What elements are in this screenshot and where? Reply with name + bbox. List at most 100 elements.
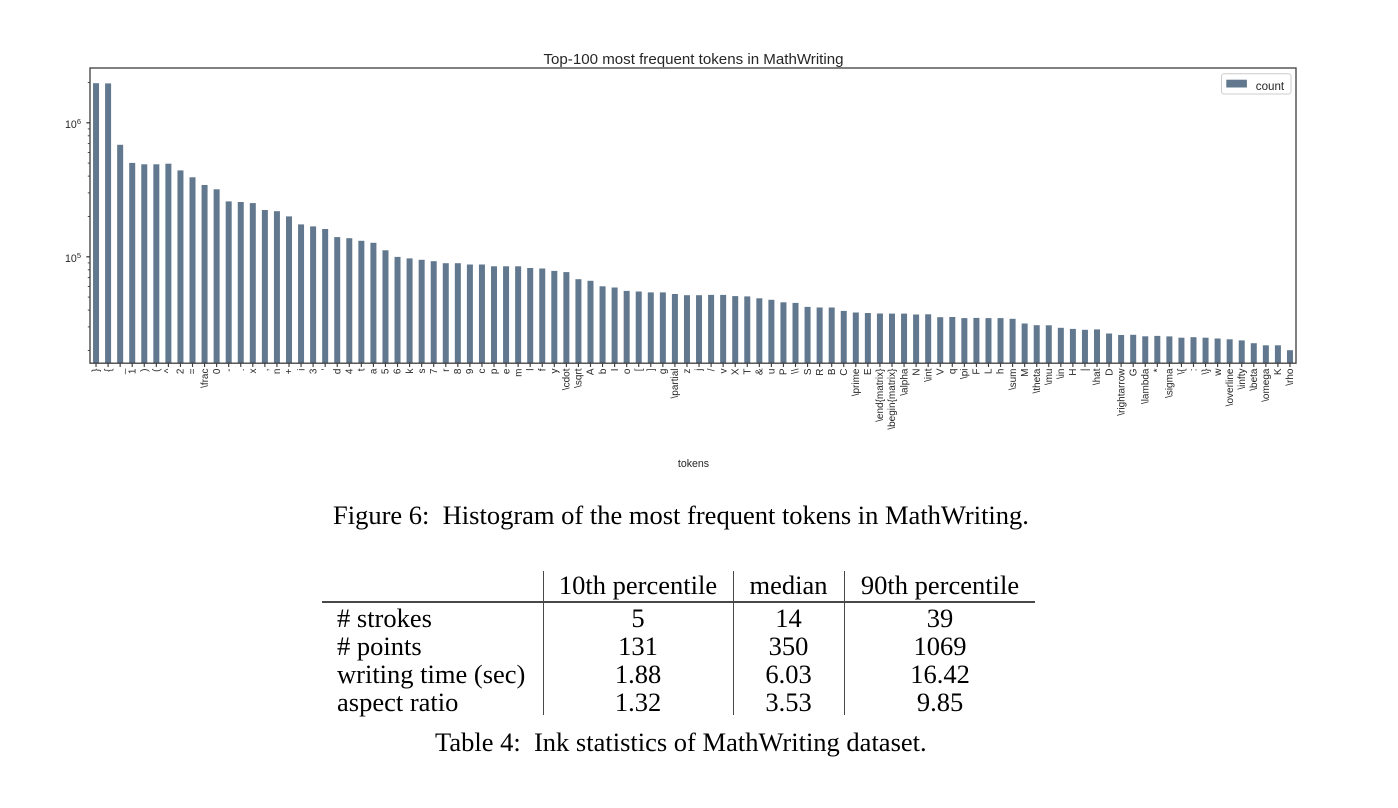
svg-text:&: & bbox=[755, 368, 766, 375]
svg-text:g: g bbox=[658, 369, 669, 375]
svg-text:}: } bbox=[91, 368, 102, 372]
svg-text:-: - bbox=[224, 369, 235, 372]
svg-text:M: M bbox=[1020, 369, 1031, 377]
svg-text:\lambda: \lambda bbox=[1140, 368, 1151, 404]
svg-text:H: H bbox=[1068, 369, 1079, 376]
svg-text:b: b bbox=[598, 368, 609, 374]
svg-text:\infty: \infty bbox=[1237, 369, 1248, 390]
svg-text:G: G bbox=[1128, 368, 1139, 376]
svg-text:e: e bbox=[501, 368, 512, 374]
svg-text:t: t bbox=[357, 368, 368, 371]
svg-text:+: + bbox=[284, 368, 295, 374]
svg-text:^: ^ bbox=[164, 368, 175, 373]
svg-text:B: B bbox=[827, 368, 838, 375]
svg-text:8: 8 bbox=[453, 368, 464, 374]
svg-text:*: * bbox=[1153, 368, 1164, 372]
svg-text:\alpha: \alpha bbox=[899, 368, 910, 396]
svg-text:0: 0 bbox=[212, 368, 223, 374]
svg-text:.: . bbox=[236, 369, 247, 372]
svg-text:V: V bbox=[935, 368, 946, 375]
svg-text:2: 2 bbox=[176, 368, 187, 374]
svg-text:n: n bbox=[272, 369, 283, 375]
svg-text:y: y bbox=[550, 369, 561, 374]
svg-text:T: T bbox=[742, 369, 753, 375]
svg-text:\omega: \omega bbox=[1261, 368, 1272, 402]
svg-text:m: m bbox=[513, 369, 524, 377]
svg-text:o: o bbox=[622, 368, 633, 374]
svg-text:\int: \int bbox=[923, 368, 934, 382]
svg-text:{: { bbox=[103, 368, 114, 372]
svg-text:4: 4 bbox=[344, 368, 355, 374]
svg-text:v: v bbox=[718, 369, 729, 374]
svg-text:,: , bbox=[260, 369, 271, 372]
svg-text:\\: \\ bbox=[791, 368, 802, 374]
svg-text:j: j bbox=[694, 369, 705, 372]
svg-text:w: w bbox=[1213, 368, 1224, 377]
svg-text:\{: \{ bbox=[1177, 368, 1188, 375]
svg-text:\mu: \mu bbox=[1044, 369, 1055, 386]
svg-text:\sum: \sum bbox=[1008, 369, 1019, 391]
svg-text:5: 5 bbox=[381, 368, 392, 374]
svg-text:x: x bbox=[248, 369, 259, 374]
svg-text:S: S bbox=[803, 368, 814, 375]
svg-text:c: c bbox=[477, 369, 488, 374]
svg-text:Top-100 most frequent tokens i: Top-100 most frequent tokens in MathWrit… bbox=[543, 51, 843, 68]
svg-text:z: z bbox=[682, 369, 693, 374]
svg-text:A: A bbox=[586, 368, 597, 375]
svg-text:\theta: \theta bbox=[1032, 368, 1043, 393]
svg-text:F: F bbox=[972, 369, 983, 375]
svg-text:9: 9 bbox=[465, 368, 476, 374]
svg-text:\pi: \pi bbox=[960, 369, 971, 380]
svg-text:\hat: \hat bbox=[1092, 368, 1103, 385]
svg-text:|: | bbox=[1080, 369, 1091, 372]
svg-text:E: E bbox=[863, 368, 874, 375]
svg-text:\sigma: \sigma bbox=[1165, 368, 1176, 398]
svg-text:106: 106 bbox=[65, 117, 81, 131]
svg-text:=: = bbox=[188, 368, 199, 374]
svg-text:C: C bbox=[839, 369, 850, 376]
svg-text:\sqrt: \sqrt bbox=[574, 368, 585, 388]
svg-text:r: r bbox=[441, 368, 452, 372]
svg-text:1: 1 bbox=[127, 368, 138, 374]
svg-text:\}: \} bbox=[1201, 368, 1212, 375]
svg-text:R: R bbox=[815, 369, 826, 376]
svg-text:/: / bbox=[706, 368, 717, 371]
svg-text:7: 7 bbox=[429, 368, 440, 374]
svg-text:N: N bbox=[911, 369, 922, 376]
svg-text:\frac: \frac bbox=[200, 369, 211, 388]
svg-text:s: s bbox=[417, 369, 428, 374]
svg-text:p: p bbox=[489, 368, 500, 374]
svg-text:(: ( bbox=[152, 368, 163, 372]
svg-text:K: K bbox=[1273, 368, 1284, 375]
svg-text:\cdot: \cdot bbox=[562, 368, 573, 390]
svg-text:k: k bbox=[405, 368, 416, 374]
svg-text:count: count bbox=[1256, 80, 1285, 93]
svg-text:\in: \in bbox=[1056, 369, 1067, 380]
svg-text:\prime: \prime bbox=[851, 368, 862, 396]
svg-text:h: h bbox=[996, 369, 1007, 375]
svg-text:\beta: \beta bbox=[1249, 368, 1260, 391]
svg-text:tokens: tokens bbox=[678, 458, 709, 470]
svg-text:): ) bbox=[139, 369, 150, 372]
svg-text:[: [ bbox=[634, 368, 645, 371]
svg-text:_: _ bbox=[115, 368, 126, 375]
svg-text:f: f bbox=[537, 368, 548, 371]
svg-text:X: X bbox=[730, 368, 741, 375]
svg-text:\partial: \partial bbox=[670, 369, 681, 399]
svg-text:P: P bbox=[779, 368, 790, 375]
svg-text:a: a bbox=[369, 368, 380, 374]
svg-text:L: L bbox=[984, 368, 995, 374]
svg-text:u: u bbox=[767, 369, 778, 375]
svg-text:\begin{matrix}: \begin{matrix} bbox=[887, 368, 898, 430]
svg-text:i: i bbox=[296, 369, 307, 371]
svg-text:]: ] bbox=[646, 368, 657, 371]
svg-text:\overline: \overline bbox=[1225, 368, 1236, 406]
svg-text:\rho: \rho bbox=[1285, 368, 1296, 386]
svg-text:105: 105 bbox=[65, 251, 81, 265]
svg-text::: : bbox=[1189, 369, 1200, 372]
svg-text:q: q bbox=[947, 369, 958, 375]
svg-text:': ' bbox=[320, 368, 331, 370]
svg-text:3: 3 bbox=[308, 368, 319, 374]
svg-text:I: I bbox=[610, 369, 621, 372]
svg-text:\rightarrow: \rightarrow bbox=[1116, 368, 1127, 416]
